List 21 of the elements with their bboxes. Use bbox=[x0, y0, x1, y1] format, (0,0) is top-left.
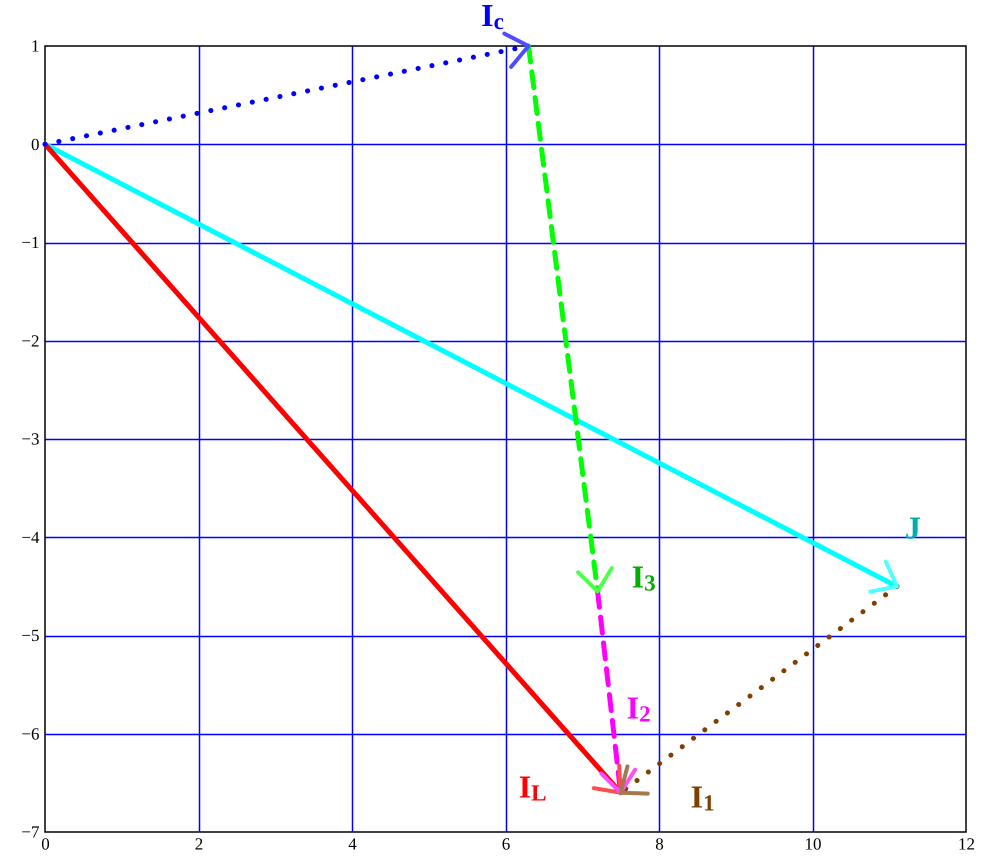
series-label: J bbox=[904, 509, 921, 546]
series-label: I$_{c}$ bbox=[481, 0, 504, 34]
y-tick-label: −2 bbox=[21, 331, 40, 350]
x-tick-label: 8 bbox=[655, 834, 664, 854]
series-label: I$_{L}$ bbox=[518, 768, 547, 806]
series-label: I$_{3}$ bbox=[632, 558, 656, 596]
series-label: I$_{2}$ bbox=[626, 690, 651, 728]
x-tick-label: 10 bbox=[804, 834, 822, 854]
x-tick-label: 4 bbox=[348, 834, 358, 854]
series-label: I$_{1}$ bbox=[690, 778, 715, 816]
y-tick-label: −1 bbox=[21, 233, 40, 252]
y-tick-label: −6 bbox=[21, 724, 40, 744]
y-tick-label: −4 bbox=[21, 528, 40, 547]
y-tick-label: 0 bbox=[31, 134, 40, 154]
x-tick-label: 2 bbox=[194, 834, 204, 854]
y-tick-label: 1 bbox=[31, 36, 40, 56]
x-tick-label: 6 bbox=[502, 834, 510, 854]
x-tick-label: 12 bbox=[958, 834, 975, 854]
y-tick-label: −7 bbox=[21, 822, 40, 842]
y-tick-label: −5 bbox=[21, 626, 40, 645]
y-tick-label: −3 bbox=[21, 430, 40, 448]
